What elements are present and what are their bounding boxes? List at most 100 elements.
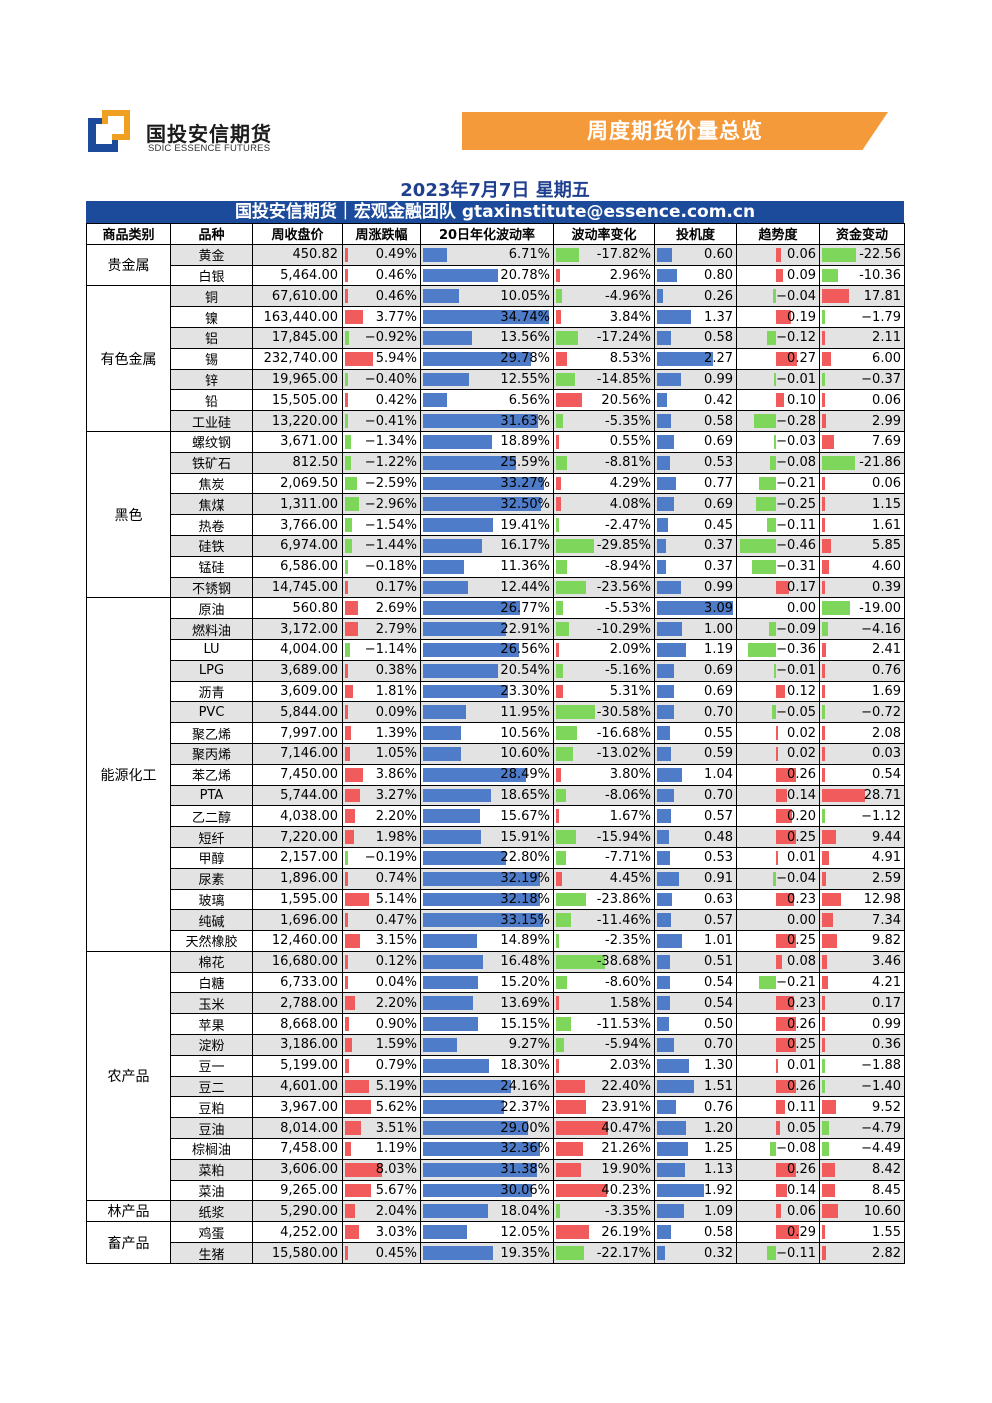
product-name-cell: 工业硅: [170, 410, 253, 432]
volatility-change-cell: -11.46%: [553, 909, 655, 932]
value-bar: [423, 746, 462, 761]
cell-value: 10.05%: [500, 288, 550, 304]
value-bar: [556, 538, 595, 553]
value-bar: [775, 934, 796, 948]
product-name-cell: 玉米: [170, 992, 253, 1015]
table-row: 镍 163,440.00 3.77% 34.74% 3.84% 1.37 0.19 −1.79: [87, 306, 905, 328]
cell-value: 0.80: [704, 267, 733, 283]
cell-value: 22.91%: [500, 621, 550, 637]
value-bar: [657, 788, 675, 803]
cell-value: −2.96%: [364, 496, 417, 512]
trend-cell: −0.21: [736, 472, 820, 495]
cell-value: −1.22%: [364, 455, 417, 471]
cell-value: -22.56: [859, 247, 901, 263]
volatility-cell: 29.78%: [420, 347, 554, 370]
weekly-change-cell: 3.15%: [342, 930, 421, 952]
product-name-cell: 鸡蛋: [170, 1221, 253, 1244]
weekly-change-cell: 3.03%: [342, 1221, 421, 1244]
table-row: 不锈钢 14,745.00 0.17% 12.44% -23.56% 0.99 0.17 0.…: [87, 576, 905, 599]
close-price-cell: 4,004.00: [252, 638, 343, 661]
cell-value: 0.06: [787, 247, 816, 263]
product-name-cell: 短纤: [170, 826, 253, 848]
cell-value: 0.45%: [375, 1245, 417, 1261]
value-bar: [657, 601, 733, 616]
cell-value: 18.65%: [500, 787, 550, 803]
cell-value: -5.94%: [605, 1037, 651, 1053]
close-price-cell: 3,606.00: [252, 1158, 343, 1181]
cell-value: 0.69: [704, 496, 733, 512]
cell-value: 0.00: [787, 600, 816, 616]
product-name-cell: 焦煤: [170, 493, 253, 516]
cell-value: 1.92: [704, 1183, 733, 1199]
value-bar: [822, 767, 825, 782]
product-name-cell: 锌: [170, 368, 253, 391]
speculation-cell: 0.58: [654, 326, 737, 349]
trend-cell: 0.23: [736, 888, 820, 911]
value-bar: [556, 809, 559, 824]
cell-value: 11.36%: [500, 559, 550, 575]
value-bar: [345, 892, 369, 907]
cell-value: −0.41%: [364, 413, 417, 429]
cell-value: −1.54%: [364, 517, 417, 533]
cell-value: 40.23%: [601, 1183, 651, 1199]
volatility-change-cell: -8.06%: [553, 784, 655, 807]
speculation-cell: 0.69: [654, 430, 737, 453]
volatility-change-cell: -5.94%: [553, 1034, 655, 1056]
volatility-change-cell: 1.67%: [553, 805, 655, 828]
weekly-change-cell: 0.17%: [342, 576, 421, 599]
value-bar: [345, 1204, 355, 1219]
weekly-change-cell: 8.03%: [342, 1158, 421, 1181]
cell-value: 0.23: [787, 891, 816, 907]
cell-value: −4.49: [861, 1141, 901, 1157]
cell-value: 18.89%: [500, 434, 550, 450]
value-bar: [775, 1100, 785, 1115]
cell-value: -2.47%: [605, 517, 651, 533]
cell-value: 1.59%: [375, 1037, 417, 1053]
cell-value: 32.50%: [500, 496, 550, 512]
cell-value: 18.04%: [500, 1203, 550, 1219]
volatility-cell: 32.18%: [420, 888, 554, 911]
product-name-cell: 天然橡胶: [170, 930, 253, 952]
close-price-cell: 4,601.00: [252, 1075, 343, 1098]
weekly-change-cell: 5.62%: [342, 1096, 421, 1119]
capital-flow-cell: 12.98: [819, 888, 905, 911]
product-name-cell: 纸浆: [170, 1200, 253, 1223]
value-bar: [345, 330, 350, 345]
close-price-cell: 9,265.00: [252, 1179, 343, 1202]
value-bar: [556, 580, 587, 595]
cell-value: 0.14: [787, 787, 816, 803]
value-bar: [423, 580, 469, 595]
cell-value: -5.53%: [605, 600, 651, 616]
cell-value: 5.14%: [375, 891, 417, 907]
value-bar: [773, 372, 776, 387]
cell-value: 0.26: [704, 288, 733, 304]
table-row: 工业硅 13,220.00 −0.41% 31.63% -5.35% 0.58 −0.28 2…: [87, 410, 905, 432]
value-bar: [822, 497, 825, 512]
cell-value: 31.38%: [500, 1162, 550, 1178]
volatility-change-cell: -17.82%: [553, 243, 655, 266]
volatility-cell: 24.16%: [420, 1075, 554, 1098]
cell-value: 0.38%: [375, 663, 417, 679]
logo-en-text: SDIC ESSENCE FUTURES: [148, 143, 271, 154]
cell-value: 1.20: [704, 1120, 733, 1136]
value-bar: [657, 642, 687, 657]
cell-value: -22.17%: [596, 1245, 651, 1261]
value-bar: [775, 954, 783, 969]
capital-flow-cell: 0.06: [819, 472, 905, 495]
capital-flow-cell: 0.99: [819, 1013, 905, 1036]
cell-value: 12.05%: [500, 1224, 550, 1240]
value-bar: [657, 518, 669, 532]
volatility-cell: 32.19%: [420, 867, 554, 890]
value-bar: [345, 518, 353, 532]
cell-value: 1.67%: [609, 808, 651, 824]
cell-value: 0.58: [704, 330, 733, 346]
cell-value: 20.78%: [500, 267, 550, 283]
speculation-cell: 0.99: [654, 368, 737, 391]
speculation-cell: 1.20: [654, 1117, 737, 1140]
close-price-cell: 6,733.00: [252, 971, 343, 994]
value-bar: [657, 289, 664, 304]
volatility-change-cell: -4.96%: [553, 285, 655, 308]
product-name-cell: 玻璃: [170, 888, 253, 911]
value-bar: [657, 559, 667, 574]
column-header: 投机度: [654, 223, 737, 245]
